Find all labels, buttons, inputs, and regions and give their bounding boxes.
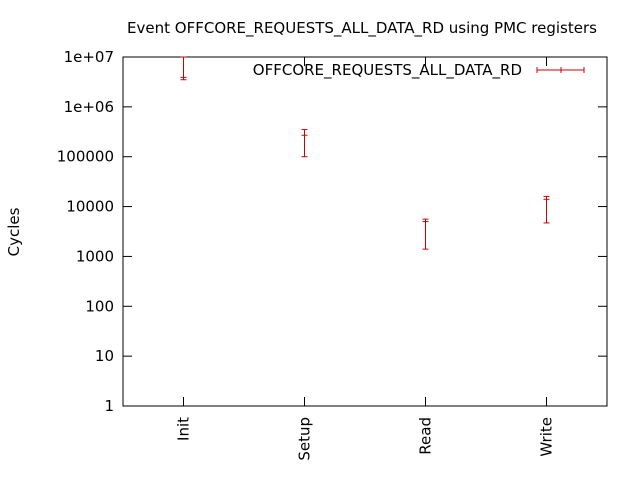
y-tick-label: 1000 (76, 247, 114, 265)
y-axis-label: Cycles (5, 207, 23, 256)
y-tick-label: 10 (95, 347, 114, 365)
y-tick-label: 1e+07 (64, 48, 114, 66)
x-tick-label: Setup (296, 417, 314, 461)
x-tick-label: Write (538, 417, 556, 457)
y-ticks: 1 10 100 1000 10000 100000 1e+06 1e+07 (57, 48, 607, 415)
plot-frame (122, 56, 608, 407)
legend-label: OFFCORE_REQUESTS_ALL_DATA_RD (253, 61, 522, 80)
y-tick-label: 1e+06 (64, 98, 114, 116)
x-tick-label: Init (175, 417, 193, 441)
legend: OFFCORE_REQUESTS_ALL_DATA_RD (253, 61, 585, 80)
legend-key (536, 67, 585, 73)
y-tick-label: 100000 (57, 148, 114, 166)
x-ticks: Init Setup Read Write (175, 57, 556, 461)
x-tick-label: Read (417, 417, 435, 455)
y-tick-label: 100 (85, 297, 114, 315)
error-bars (180, 56, 550, 250)
y-tick-label: 1 (104, 397, 114, 415)
y-tick-label: 10000 (66, 198, 114, 216)
chart-title: Event OFFCORE_REQUESTS_ALL_DATA_RD using… (127, 19, 597, 38)
